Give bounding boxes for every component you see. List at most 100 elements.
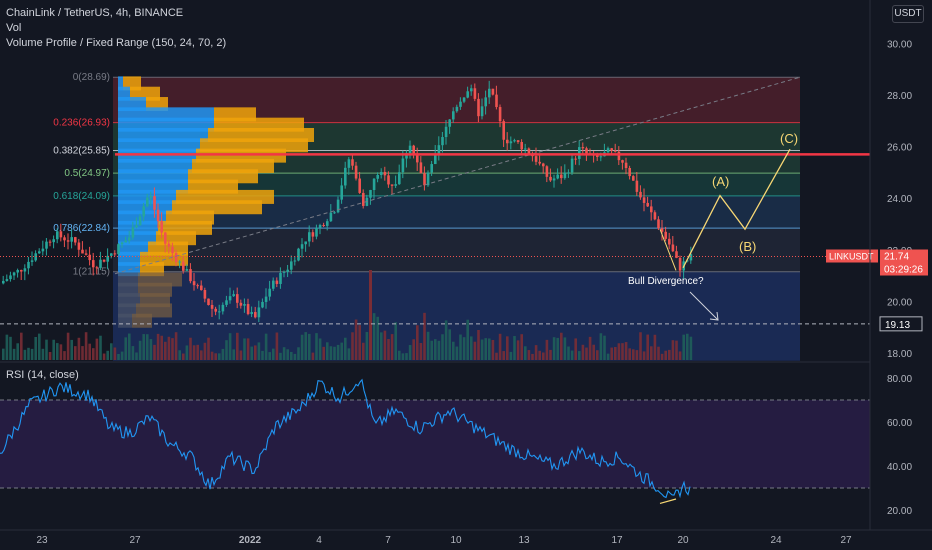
rsi-indicator-label[interactable]: RSI (14, close) [6, 369, 79, 381]
candle-body [639, 191, 642, 198]
candle-body [606, 148, 610, 153]
volume-profile-indicator-label[interactable]: Volume Profile / Fixed Range (150, 24, 7… [6, 37, 227, 49]
volume-bar [462, 337, 466, 360]
volume-bar [538, 350, 541, 360]
candle-body [293, 260, 297, 262]
volume-bar [23, 349, 27, 360]
candle-body [99, 259, 102, 268]
divergence-line[interactable] [659, 228, 677, 271]
volume-bar [239, 350, 243, 360]
candle-body [254, 312, 257, 318]
symbol-tag-label: LINKUSDT [829, 252, 874, 262]
candle-body [160, 221, 163, 233]
volume-bar [308, 333, 311, 360]
candle-body [617, 151, 621, 161]
fib-level-label: 0.5(24.97) [64, 168, 110, 179]
volume-bar [624, 342, 628, 360]
volume-bar [297, 347, 300, 360]
candle-body [12, 272, 16, 276]
volume-bar [452, 341, 455, 360]
candle-body [358, 178, 361, 193]
candle-body [102, 259, 106, 262]
candle-body [610, 148, 613, 151]
candle-body [412, 145, 415, 154]
candle-body [452, 111, 455, 120]
candle-body [275, 280, 279, 284]
volume-bar [200, 350, 203, 360]
rsi-pane[interactable]: 80.00 60.00 40.00 20.00 [0, 374, 912, 517]
volume-bar [340, 342, 343, 360]
symbol-title[interactable]: ChainLink / TetherUS, 4h, BINANCE [6, 7, 184, 19]
volume-bar [362, 342, 365, 360]
candle-body [261, 301, 264, 308]
candle-body [178, 261, 181, 263]
candle-body [74, 237, 77, 243]
volume-bar [290, 351, 293, 360]
candle-body [196, 285, 199, 287]
candle-body [282, 271, 286, 273]
candle-body [308, 232, 311, 242]
candle-body [477, 98, 480, 117]
time-axis-label: 27 [840, 535, 852, 546]
elliott-wave-path[interactable] [682, 148, 791, 269]
volume-bar [117, 353, 120, 360]
volume-bar [246, 338, 250, 360]
volume-bar [660, 353, 664, 360]
candle-body [495, 94, 498, 108]
volume-bar [92, 348, 95, 360]
volume-bar [84, 332, 88, 360]
candle-body [408, 145, 412, 154]
candle-body [524, 148, 527, 150]
volume-bar [488, 338, 491, 360]
symbol-price-tag[interactable] [826, 249, 878, 263]
volume-bar [405, 353, 408, 360]
volume-bar [639, 332, 642, 360]
volume-bar [74, 346, 77, 360]
volume-bar [477, 330, 480, 360]
candle-body [2, 280, 5, 284]
candle-body [466, 91, 469, 98]
volume-indicator-label[interactable]: Vol [6, 22, 22, 34]
candle-body [45, 241, 48, 249]
candle-body [441, 137, 444, 146]
candle-body [448, 119, 451, 127]
candle-body [218, 311, 221, 313]
level-tag[interactable] [879, 316, 923, 332]
candle-body [614, 150, 617, 152]
candle-body [383, 171, 387, 176]
volume-bar [491, 339, 495, 360]
volume-bar [527, 350, 531, 360]
volume-bar [250, 346, 253, 360]
candle-body [351, 159, 354, 166]
volume-bar [603, 335, 606, 360]
volume-bar [441, 334, 444, 360]
volume-bar [182, 353, 185, 360]
volume-bar [174, 332, 178, 360]
rsi-divergence-line[interactable] [659, 498, 677, 504]
volume-bar [408, 345, 412, 360]
currency-selector[interactable]: USDT [892, 5, 924, 23]
candle-body [156, 209, 160, 222]
candle-body [236, 294, 239, 303]
volume-bar [110, 343, 113, 360]
volume-bar [5, 334, 9, 360]
candle-body [419, 162, 423, 174]
volume-bar [614, 347, 617, 360]
volume-bar [59, 344, 63, 360]
time-axis-label: 7 [385, 535, 391, 546]
candle-body [290, 261, 293, 270]
candle-body [455, 106, 459, 112]
volume-bar [218, 353, 221, 360]
divergence-arrow[interactable] [689, 291, 719, 321]
drawings[interactable]: (A) (B) (C) Bull Divergence? [0, 76, 870, 325]
volume-profile[interactable] [118, 76, 314, 328]
divergence-label: Bull Divergence? [628, 276, 704, 287]
candle-body [149, 196, 153, 198]
candle-body [174, 253, 178, 263]
volume-bar [574, 338, 577, 360]
volume-bar [243, 338, 246, 360]
volume-bar [20, 332, 23, 360]
rsi-line [0, 378, 691, 499]
last-price-tag[interactable] [880, 249, 928, 276]
